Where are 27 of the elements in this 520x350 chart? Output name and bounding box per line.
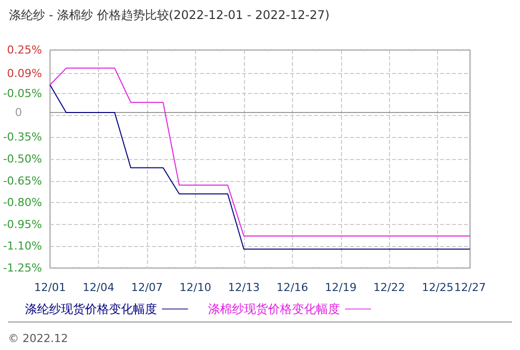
y-tick-label: -1.25% (3, 262, 42, 274)
x-tick-label: 12/07 (131, 281, 163, 294)
y-tick-label: -0.80% (3, 196, 42, 210)
legend-label: 涤纶纱现货价格变化幅度 (25, 302, 157, 316)
y-tick-label: -0.35% (3, 130, 42, 144)
y-tick-label: -0.95% (3, 218, 42, 231)
y-tick-label: -1.10% (3, 240, 42, 253)
text: © 2022.12 (8, 332, 68, 345)
y-tick-label: -0.50% (3, 152, 42, 166)
x-tick-label: 12/25 (422, 281, 454, 294)
x-tick-label: 12/19 (324, 281, 357, 294)
x-tick-label: 12/27 (454, 281, 486, 294)
y-tick-label: -0.65% (3, 174, 42, 188)
line-series (50, 68, 470, 237)
x-tick-label: 12/13 (228, 281, 260, 294)
ref-line-label: 0 (15, 106, 22, 119)
y-tick-label: 0.09% (7, 66, 42, 80)
x-tick-label: 12/01 (34, 281, 66, 294)
y-tick-label: -0.05% (3, 87, 42, 100)
legend-label: 涤棉纱现货价格变化幅度 (208, 302, 340, 316)
line-series (50, 84, 470, 250)
y-tick-label: 0.25% (7, 44, 42, 56)
x-tick-label: 12/04 (82, 281, 114, 294)
chart-title: 涤纶纱 - 涤棉纱 价格趋势比较(2022-12-01 - 2022-12-27) (9, 8, 330, 22)
x-tick-label: 12/16 (276, 281, 308, 294)
x-tick-label: 12/10 (180, 281, 212, 294)
x-tick-label: 12/22 (373, 281, 406, 294)
